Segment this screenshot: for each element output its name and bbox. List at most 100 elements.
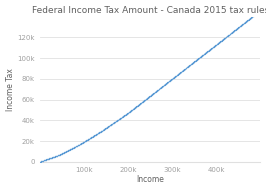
Point — [161, 85, 165, 88]
Point — [143, 98, 148, 101]
Point — [252, 13, 257, 16]
Point — [221, 37, 226, 40]
Point — [134, 105, 139, 108]
Point — [242, 21, 246, 25]
Point — [150, 93, 154, 96]
Point — [124, 113, 128, 116]
Point — [99, 129, 104, 132]
Point — [217, 41, 221, 44]
Point — [139, 101, 143, 105]
Point — [193, 60, 197, 63]
Point — [184, 67, 188, 70]
Point — [68, 148, 72, 151]
Point — [91, 135, 95, 138]
Point — [50, 156, 54, 159]
Point — [121, 115, 125, 118]
Point — [105, 125, 110, 128]
Point — [57, 154, 61, 157]
Point — [241, 22, 246, 25]
Point — [236, 26, 241, 29]
Point — [41, 159, 45, 162]
Point — [177, 72, 181, 75]
Point — [56, 154, 60, 157]
Point — [120, 115, 125, 118]
Point — [190, 62, 194, 65]
Point — [145, 97, 149, 100]
Point — [147, 95, 151, 98]
Point — [44, 158, 48, 161]
Point — [209, 47, 213, 50]
Point — [104, 127, 108, 130]
Point — [83, 140, 87, 143]
Point — [165, 81, 169, 84]
Point — [128, 110, 132, 113]
Point — [130, 108, 134, 111]
Point — [74, 145, 79, 148]
Point — [237, 25, 242, 28]
Point — [203, 51, 208, 55]
Point — [223, 36, 227, 40]
Point — [171, 76, 176, 79]
Point — [211, 46, 215, 49]
Point — [89, 136, 93, 139]
Point — [243, 21, 247, 24]
Point — [40, 159, 44, 162]
Point — [124, 112, 129, 116]
Point — [214, 43, 218, 46]
Point — [78, 142, 83, 145]
Point — [205, 50, 210, 53]
Point — [135, 104, 139, 107]
Point — [248, 17, 253, 20]
Point — [59, 153, 63, 156]
Point — [54, 154, 58, 158]
Point — [216, 41, 221, 44]
Point — [41, 159, 46, 162]
Point — [40, 159, 45, 162]
Point — [56, 154, 61, 157]
Point — [101, 128, 105, 131]
Point — [162, 84, 166, 87]
Point — [235, 27, 240, 30]
Point — [81, 141, 85, 144]
Point — [197, 56, 201, 59]
Point — [58, 153, 62, 156]
Point — [100, 129, 105, 132]
Point — [184, 66, 189, 69]
Point — [45, 158, 49, 161]
Point — [84, 139, 88, 142]
Point — [235, 27, 239, 30]
Point — [74, 145, 78, 148]
Point — [200, 54, 204, 57]
Point — [57, 153, 61, 156]
Point — [142, 99, 146, 102]
Point — [187, 64, 191, 67]
Point — [165, 81, 169, 84]
Point — [155, 89, 159, 92]
Point — [87, 137, 92, 140]
Point — [67, 149, 71, 152]
Point — [93, 133, 98, 136]
Point — [137, 103, 141, 106]
Point — [66, 149, 70, 152]
Point — [186, 65, 190, 68]
Point — [170, 77, 174, 80]
Point — [178, 71, 183, 74]
Point — [200, 54, 204, 57]
Point — [222, 37, 226, 40]
Point — [89, 136, 93, 139]
Point — [196, 57, 200, 60]
Point — [74, 145, 78, 148]
Point — [176, 73, 180, 76]
Point — [132, 106, 137, 109]
Point — [79, 142, 83, 145]
Point — [117, 118, 121, 121]
Point — [152, 91, 156, 94]
Point — [126, 112, 130, 115]
Point — [118, 117, 122, 120]
Point — [163, 83, 167, 86]
Point — [60, 152, 64, 155]
Point — [84, 139, 89, 142]
Point — [66, 149, 70, 152]
Point — [197, 57, 201, 60]
Point — [238, 25, 242, 28]
